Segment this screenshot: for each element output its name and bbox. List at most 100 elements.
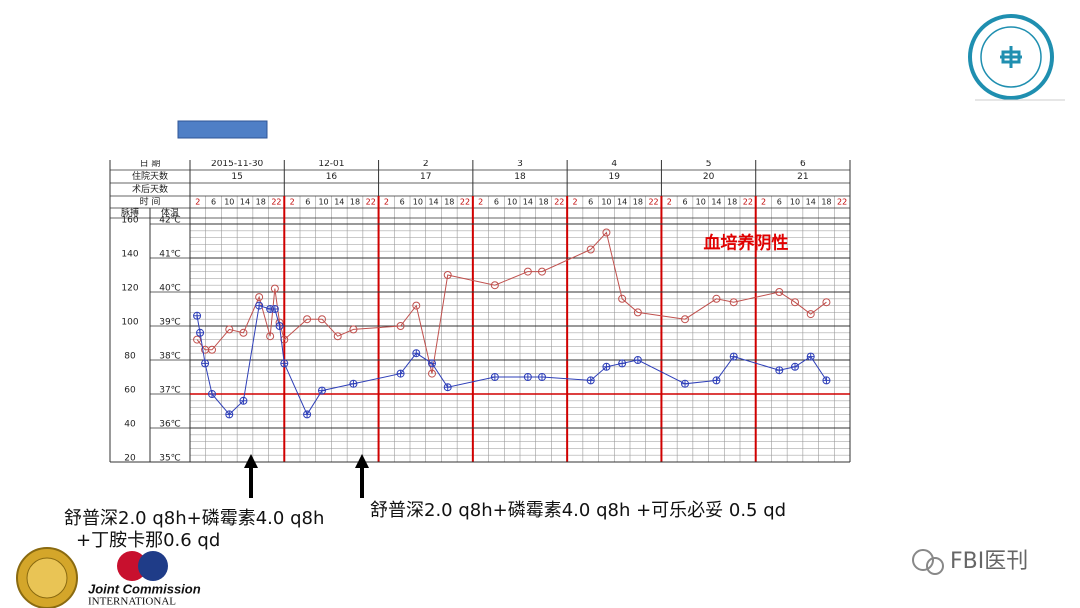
point-cross [822, 376, 830, 384]
note-line: 舒普深2.0 q8h+磷霉素4.0 q8h +可乐必妥 0.5 qd [370, 500, 787, 521]
y-tick-label: 60 [124, 386, 136, 396]
note-line: 舒普深2.0 q8h+磷霉素4.0 q8h [64, 508, 325, 529]
data-point [396, 322, 405, 330]
y2-tick-label: 40℃ [159, 284, 181, 294]
point-cross [524, 373, 532, 381]
point-cross [712, 376, 720, 384]
point-cross [587, 376, 595, 384]
point-cross [303, 410, 311, 418]
hour-label: 6 [305, 198, 310, 207]
hour-label: 10 [413, 198, 423, 207]
point-cross [397, 370, 405, 378]
data-point [193, 335, 202, 344]
hour-label: 6 [400, 198, 405, 207]
hour-label: 18 [727, 198, 737, 207]
series-line [196, 304, 827, 416]
point-cross [775, 366, 783, 374]
point-cross [318, 387, 326, 395]
data-point [681, 315, 689, 324]
data-point [538, 267, 546, 276]
point-cross [634, 356, 642, 364]
data-point [303, 315, 312, 324]
point-cross [730, 353, 738, 361]
header-label: 16 [326, 172, 338, 182]
y2-tick-label: 37℃ [159, 386, 181, 396]
point-cross [255, 302, 263, 310]
hour-label: 22 [837, 198, 847, 207]
hour-label: 14 [711, 198, 721, 207]
point-cross [271, 305, 279, 313]
data-point [443, 271, 452, 279]
y-tick-label: 80 [124, 352, 136, 362]
hour-label: 2 [572, 198, 577, 207]
y-tick-label: 120 [121, 284, 138, 294]
header-label: 12-01 [318, 159, 344, 169]
header-label: 日 期 [140, 158, 161, 169]
data-point [239, 328, 248, 337]
hour-label: 18 [256, 198, 266, 207]
hour-label: 18 [821, 198, 831, 207]
data-point [349, 325, 358, 334]
hour-label: 2 [290, 198, 295, 207]
hour-label: 10 [790, 198, 800, 207]
hour-label: 14 [240, 198, 250, 207]
point-cross [618, 359, 626, 367]
hour-label: 14 [523, 198, 533, 207]
point-cross [349, 380, 357, 388]
y-tick-label: 20 [124, 454, 136, 464]
point-cross [538, 373, 546, 381]
data-point [618, 294, 627, 303]
hour-label: 2 [478, 198, 483, 207]
logo-text: INTERNATIONAL [88, 596, 176, 608]
data-point [712, 294, 721, 303]
drug-note: 舒普深2.0 q8h+磷霉素4.0 q8h +丁胺卡那0.6 qd [64, 508, 324, 552]
hour-label: 6 [682, 198, 687, 207]
header-label: 21 [797, 172, 808, 182]
hour-label: 6 [777, 198, 782, 207]
header-label: 6 [800, 159, 806, 169]
hour-label: 14 [428, 198, 438, 207]
hour-label: 2 [761, 198, 766, 207]
data-point [775, 288, 784, 296]
hour-label: 6 [588, 198, 593, 207]
hour-label: 18 [350, 198, 360, 207]
point-cross [193, 312, 201, 320]
y2-tick-label: 35℃ [159, 454, 181, 464]
data-point [490, 281, 499, 290]
data-point [586, 245, 595, 254]
arrows [244, 454, 369, 498]
data-point [822, 298, 831, 307]
header-label: 17 [420, 172, 431, 182]
header-label: 4 [611, 159, 617, 169]
header-label: 5 [706, 159, 712, 169]
data-point [255, 293, 264, 302]
hour-label: 10 [696, 198, 706, 207]
watermark-icon [912, 549, 944, 575]
y2-tick-label: 41℃ [159, 250, 181, 260]
header-label: 2 [423, 159, 429, 169]
hour-label: 18 [444, 198, 454, 207]
hour-label: 22 [554, 198, 564, 207]
hour-label: 2 [195, 198, 200, 207]
header-label: 体温 [161, 207, 179, 219]
hour-label: 10 [224, 198, 234, 207]
point-cross [602, 363, 610, 371]
y2-tick-label: 36℃ [159, 420, 181, 430]
hour-label: 18 [538, 198, 548, 207]
point-cross [491, 373, 499, 381]
point-cross [412, 349, 420, 357]
hour-label: 22 [648, 198, 658, 207]
series-line [196, 231, 827, 374]
hour-label: 2 [667, 198, 672, 207]
data-point [266, 332, 275, 341]
header-label: 2015-11-30 [211, 159, 264, 169]
hour-label: 2 [384, 198, 389, 207]
data-point [428, 369, 436, 378]
y-tick-label: 160 [121, 216, 138, 226]
data-point [318, 315, 326, 324]
point-cross [444, 383, 452, 391]
data-point [225, 325, 234, 334]
data-point [333, 332, 342, 341]
y2-tick-label: 39℃ [159, 318, 181, 328]
